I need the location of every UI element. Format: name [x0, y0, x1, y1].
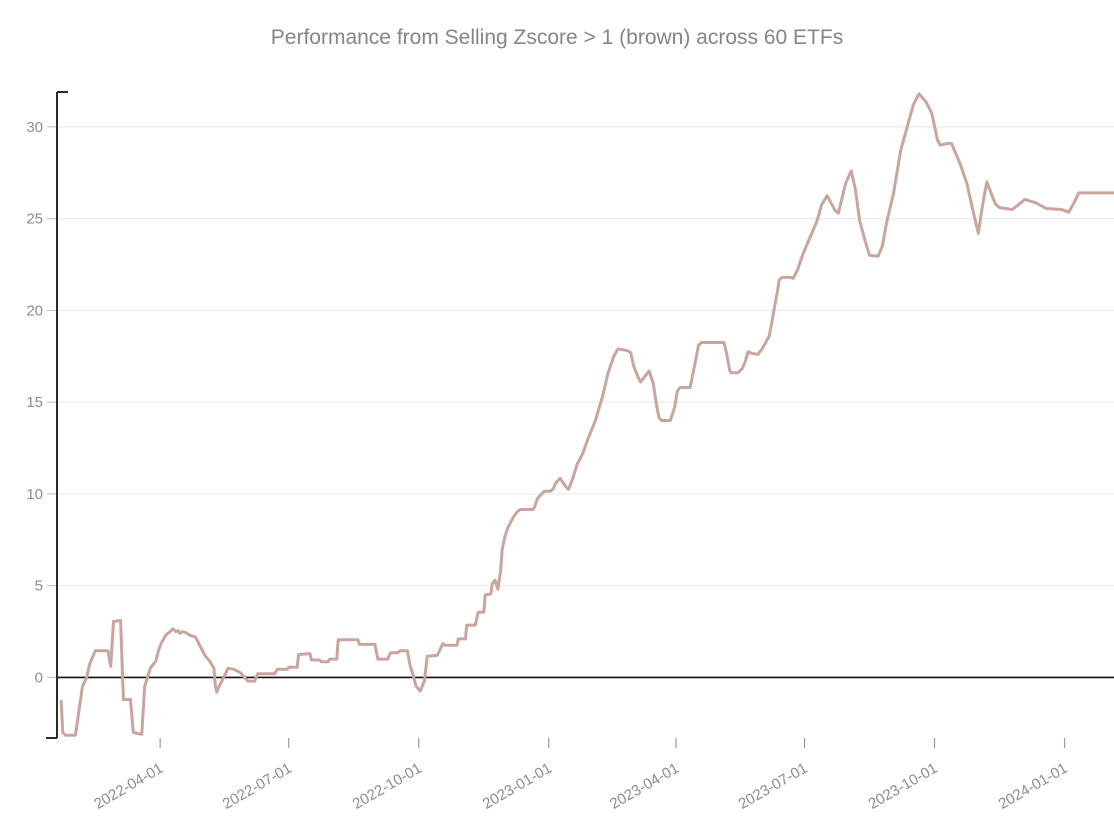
- y-tick-label: 25: [26, 211, 43, 228]
- y-tick-label: 10: [26, 486, 43, 503]
- y-tick-label: 5: [35, 578, 43, 595]
- x-tick-label: 2023-01-01: [480, 760, 555, 813]
- y-ticks-group: [47, 126, 57, 678]
- y-tick-labels-group: 0 5 10 15 20 25 30: [26, 119, 43, 687]
- y-tick-label: 20: [26, 302, 43, 319]
- x-tick-label: 2023-04-01: [607, 760, 682, 813]
- x-tick-label: 2023-10-01: [866, 760, 941, 813]
- x-tick-label: 2024-01-01: [996, 760, 1071, 813]
- series-line-sell-zscore: [59, 92, 1114, 737]
- x-tick-label: 2022-04-01: [91, 760, 166, 813]
- x-ticks-group: [159, 738, 1066, 748]
- x-tick-label: 2023-07-01: [736, 760, 811, 813]
- y-tick-label: 0: [35, 669, 43, 686]
- chart-title: Performance from Selling Zscore > 1 (bro…: [271, 26, 843, 49]
- y-tick-label: 30: [26, 119, 43, 136]
- x-tick-label: 2022-07-01: [220, 760, 295, 813]
- x-tick-label: 2022-10-01: [350, 760, 425, 813]
- gridlines-group: [57, 126, 1114, 587]
- x-tick-labels-group: 2022-04-01 2022-07-01 2022-10-01 2023-01-01…: [91, 760, 1070, 813]
- y-tick-label: 15: [26, 394, 43, 411]
